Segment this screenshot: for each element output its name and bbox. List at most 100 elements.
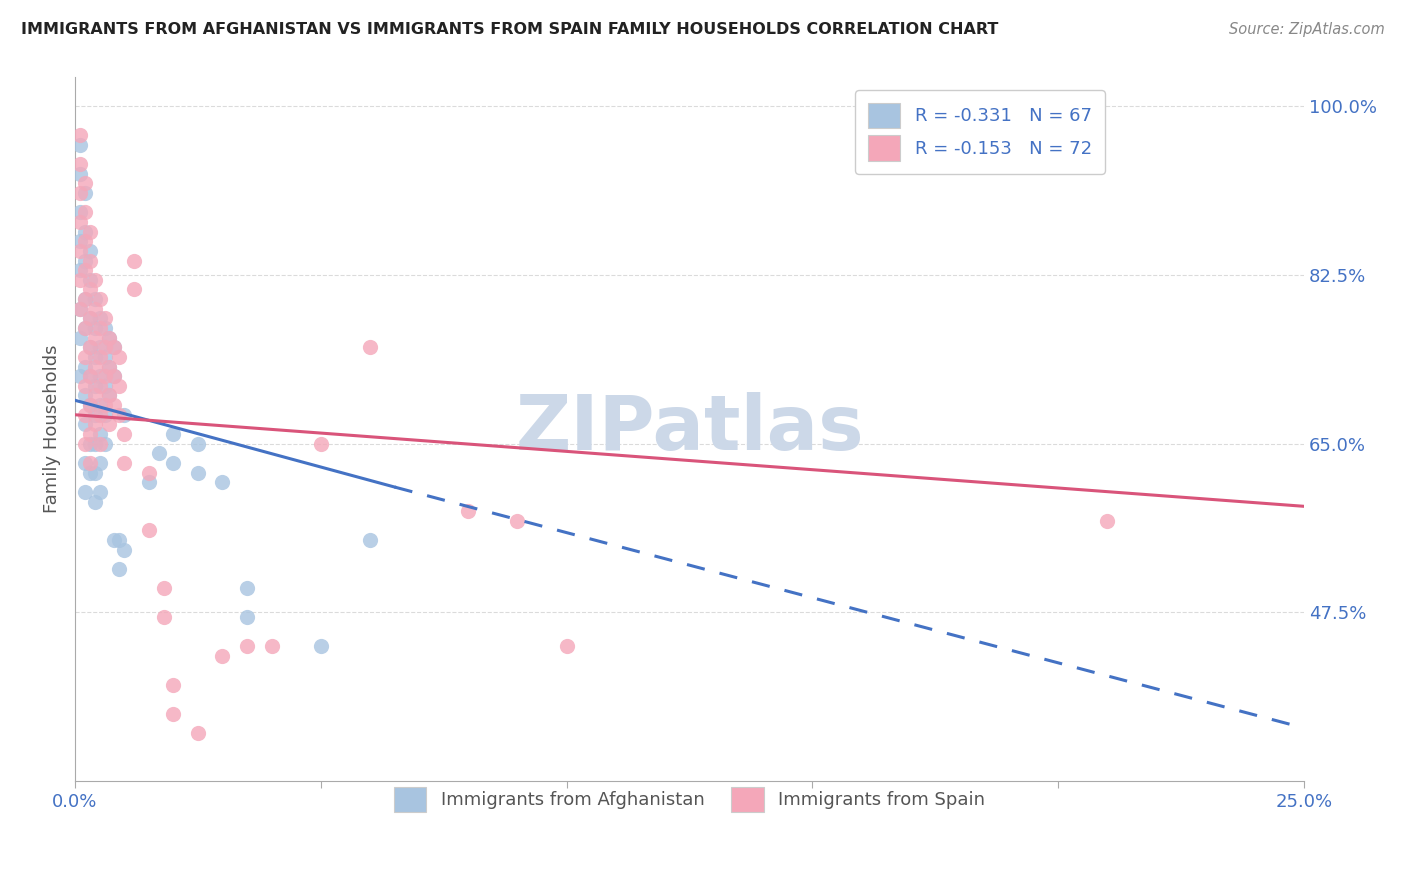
Point	[89, 292, 111, 306]
Point	[89, 427, 111, 442]
Point	[73, 388, 96, 402]
Point	[83, 331, 105, 345]
Point	[73, 292, 96, 306]
Text: Source: ZipAtlas.com: Source: ZipAtlas.com	[1229, 22, 1385, 37]
Point	[236, 610, 259, 624]
Text: ZIPatlas: ZIPatlas	[515, 392, 863, 467]
Point	[103, 340, 125, 354]
Point	[83, 494, 105, 508]
Point	[112, 456, 135, 470]
Point	[211, 475, 233, 490]
Point	[69, 128, 91, 143]
Y-axis label: Family Households: Family Households	[44, 345, 60, 514]
Point	[187, 436, 209, 450]
Point	[69, 244, 91, 258]
Point	[73, 408, 96, 422]
Point	[98, 359, 121, 374]
Point	[89, 350, 111, 364]
Point	[122, 253, 145, 268]
Point	[69, 157, 91, 171]
Point	[236, 639, 259, 653]
Point	[162, 706, 184, 721]
Point	[98, 359, 121, 374]
Point	[89, 408, 111, 422]
Point	[83, 388, 105, 402]
Legend: Immigrants from Afghanistan, Immigrants from Spain: Immigrants from Afghanistan, Immigrants …	[381, 774, 998, 825]
Point	[83, 301, 105, 316]
Point	[69, 369, 91, 384]
Point	[138, 466, 160, 480]
Point	[69, 234, 91, 248]
Point	[79, 466, 101, 480]
Point	[108, 562, 131, 576]
Point	[93, 321, 115, 335]
Point	[73, 350, 96, 364]
Point	[83, 466, 105, 480]
Point	[187, 466, 209, 480]
Point	[73, 417, 96, 432]
Point	[138, 524, 160, 538]
Point	[93, 369, 115, 384]
Point	[79, 311, 101, 326]
Point	[108, 408, 131, 422]
Point	[103, 369, 125, 384]
Point	[103, 533, 125, 547]
Point	[73, 186, 96, 200]
Point	[73, 234, 96, 248]
Point	[79, 244, 101, 258]
Point	[69, 301, 91, 316]
Point	[79, 427, 101, 442]
Point	[93, 408, 115, 422]
Point	[73, 321, 96, 335]
Point	[93, 436, 115, 450]
Point	[457, 504, 479, 518]
Point	[211, 648, 233, 663]
Point	[79, 456, 101, 470]
Point	[260, 639, 283, 653]
Point	[73, 436, 96, 450]
Point	[83, 379, 105, 393]
Point	[89, 379, 111, 393]
Text: IMMIGRANTS FROM AFGHANISTAN VS IMMIGRANTS FROM SPAIN FAMILY HOUSEHOLDS CORRELATI: IMMIGRANTS FROM AFGHANISTAN VS IMMIGRANT…	[21, 22, 998, 37]
Point	[73, 292, 96, 306]
Point	[69, 331, 91, 345]
Point	[73, 359, 96, 374]
Point	[103, 398, 125, 412]
Point	[83, 436, 105, 450]
Point	[79, 436, 101, 450]
Point	[89, 321, 111, 335]
Point	[162, 456, 184, 470]
Point	[83, 292, 105, 306]
Point	[1097, 514, 1119, 528]
Point	[93, 379, 115, 393]
Point	[103, 340, 125, 354]
Point	[79, 340, 101, 354]
Point	[89, 398, 111, 412]
Point	[103, 369, 125, 384]
Point	[73, 177, 96, 191]
Point	[79, 369, 101, 384]
Point	[73, 379, 96, 393]
Point	[79, 253, 101, 268]
Point	[148, 446, 170, 460]
Point	[89, 369, 111, 384]
Point	[112, 427, 135, 442]
Point	[108, 379, 131, 393]
Point	[83, 417, 105, 432]
Point	[506, 514, 529, 528]
Point	[79, 225, 101, 239]
Point	[79, 398, 101, 412]
Point	[89, 340, 111, 354]
Point	[83, 273, 105, 287]
Point	[359, 533, 381, 547]
Point	[79, 273, 101, 287]
Point	[83, 359, 105, 374]
Point	[108, 533, 131, 547]
Point	[108, 350, 131, 364]
Point	[93, 398, 115, 412]
Point	[555, 639, 578, 653]
Point	[69, 167, 91, 181]
Point	[98, 388, 121, 402]
Point	[73, 253, 96, 268]
Point	[236, 581, 259, 595]
